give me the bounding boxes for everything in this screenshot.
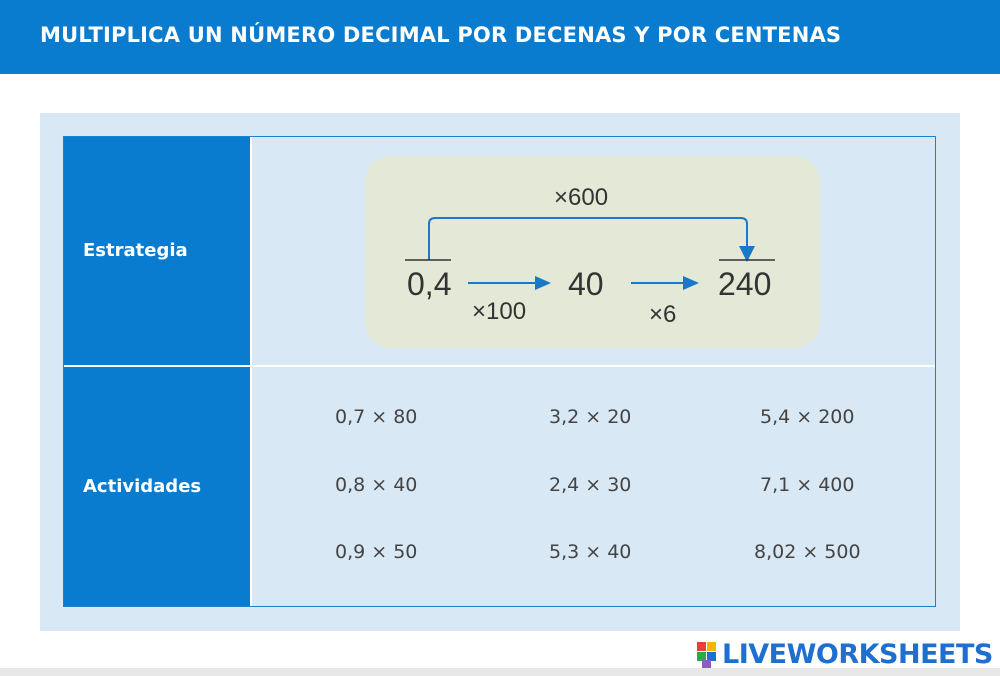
activity-item: 0,9 × 50 [335,541,418,563]
liveworksheets-logo-icon [697,642,719,668]
arrow-2-head [683,276,699,290]
operator-2: ×6 [649,301,677,328]
arrow-1-head [535,276,551,290]
activity-item: 0,8 × 40 [335,474,418,496]
strategy-label-cell: Estrategia [64,137,250,366]
strategy-label: Estrategia [83,240,188,261]
bracket-arrow-head [739,246,755,262]
activity-item: 7,1 × 400 [760,474,855,496]
strategy-arrows [405,217,775,290]
middle-value: 40 [568,266,604,302]
activity-item: 5,4 × 200 [760,406,855,428]
end-value: 240 [718,266,772,302]
activity-item: 5,3 × 40 [549,541,632,563]
activities-label-cell: Actividades [64,366,250,606]
column-divider [250,137,252,606]
page-title: MULTIPLICA UN NÚMERO DECIMAL POR DECENAS… [40,23,842,47]
bracket-arrow-line [428,217,748,260]
row-divider [64,365,935,367]
activity-item: 0,7 × 80 [335,406,418,428]
liveworksheets-logo-text: LIVEWORKSHEETS [722,639,993,670]
activity-item: 3,2 × 20 [549,406,632,428]
liveworksheets-logo[interactable]: LIVEWORKSHEETS [697,639,993,671]
activity-item: 2,4 × 30 [549,474,632,496]
operator-1: ×100 [472,298,527,325]
strategy-diagram: ×600 0,4 40 240 ×100 ×6 [365,156,820,348]
activity-item: 8,02 × 500 [754,541,861,563]
header-bar: MULTIPLICA UN NÚMERO DECIMAL POR DECENAS… [0,0,1000,74]
footer-bar [0,668,1000,676]
top-operator: ×600 [554,184,609,211]
activities-label: Actividades [83,476,202,497]
start-value: 0,4 [407,266,452,302]
